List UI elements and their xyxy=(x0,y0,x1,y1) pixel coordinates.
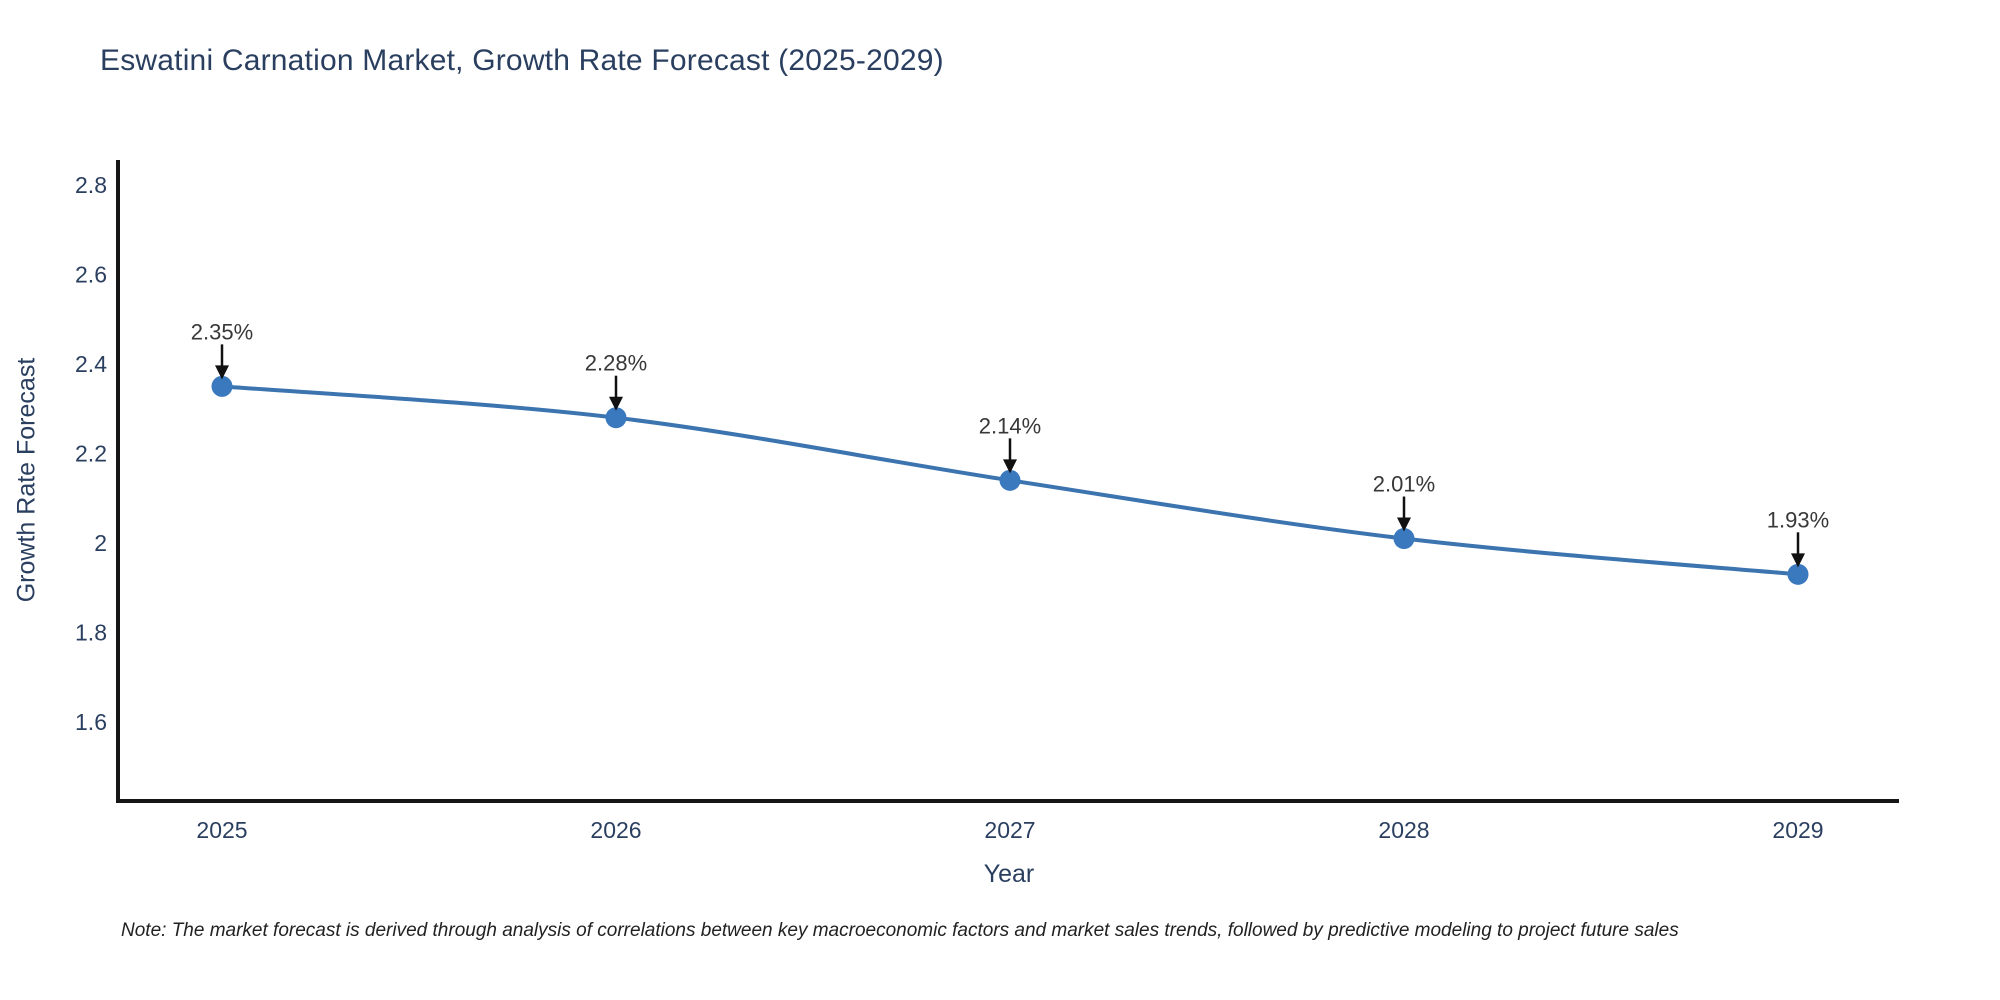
x-axis-title: Year xyxy=(983,860,1035,888)
x-tick-label: 2028 xyxy=(1378,817,1429,843)
data-point xyxy=(211,375,233,397)
y-tick-label: 2.2 xyxy=(75,441,107,467)
y-tick-label: 1.6 xyxy=(75,709,107,735)
y-tick-label: 1.8 xyxy=(75,620,107,646)
point-annotation: 2.14% xyxy=(979,413,1041,438)
x-tick-label: 2026 xyxy=(590,817,641,843)
data-point xyxy=(1393,528,1415,550)
annotation-arrowhead xyxy=(1003,459,1017,474)
x-tick-label: 2029 xyxy=(1772,817,1823,843)
data-point xyxy=(1787,563,1809,585)
data-point xyxy=(605,407,627,429)
annotation-arrowhead xyxy=(1791,553,1805,568)
data-point xyxy=(999,469,1021,491)
x-tick-label: 2025 xyxy=(196,817,247,843)
y-tick-label: 2.8 xyxy=(75,172,107,198)
point-annotation: 2.28% xyxy=(585,351,647,376)
x-tick-label: 2027 xyxy=(984,817,1035,843)
point-annotation: 1.93% xyxy=(1767,507,1829,532)
annotation-arrowhead xyxy=(1397,517,1411,532)
y-tick-label: 2 xyxy=(94,530,107,556)
y-tick-label: 2.6 xyxy=(75,262,107,288)
point-annotation: 2.35% xyxy=(191,319,253,344)
chart-title: Eswatini Carnation Market, Growth Rate F… xyxy=(100,44,944,77)
annotation-arrowhead xyxy=(215,365,229,380)
point-annotation: 2.01% xyxy=(1373,472,1435,497)
footnote: Note: The market forecast is derived thr… xyxy=(121,920,1679,941)
y-axis-title: Growth Rate Forecast xyxy=(12,357,41,603)
y-tick-label: 2.4 xyxy=(75,351,107,377)
annotation-arrowhead xyxy=(609,396,623,411)
